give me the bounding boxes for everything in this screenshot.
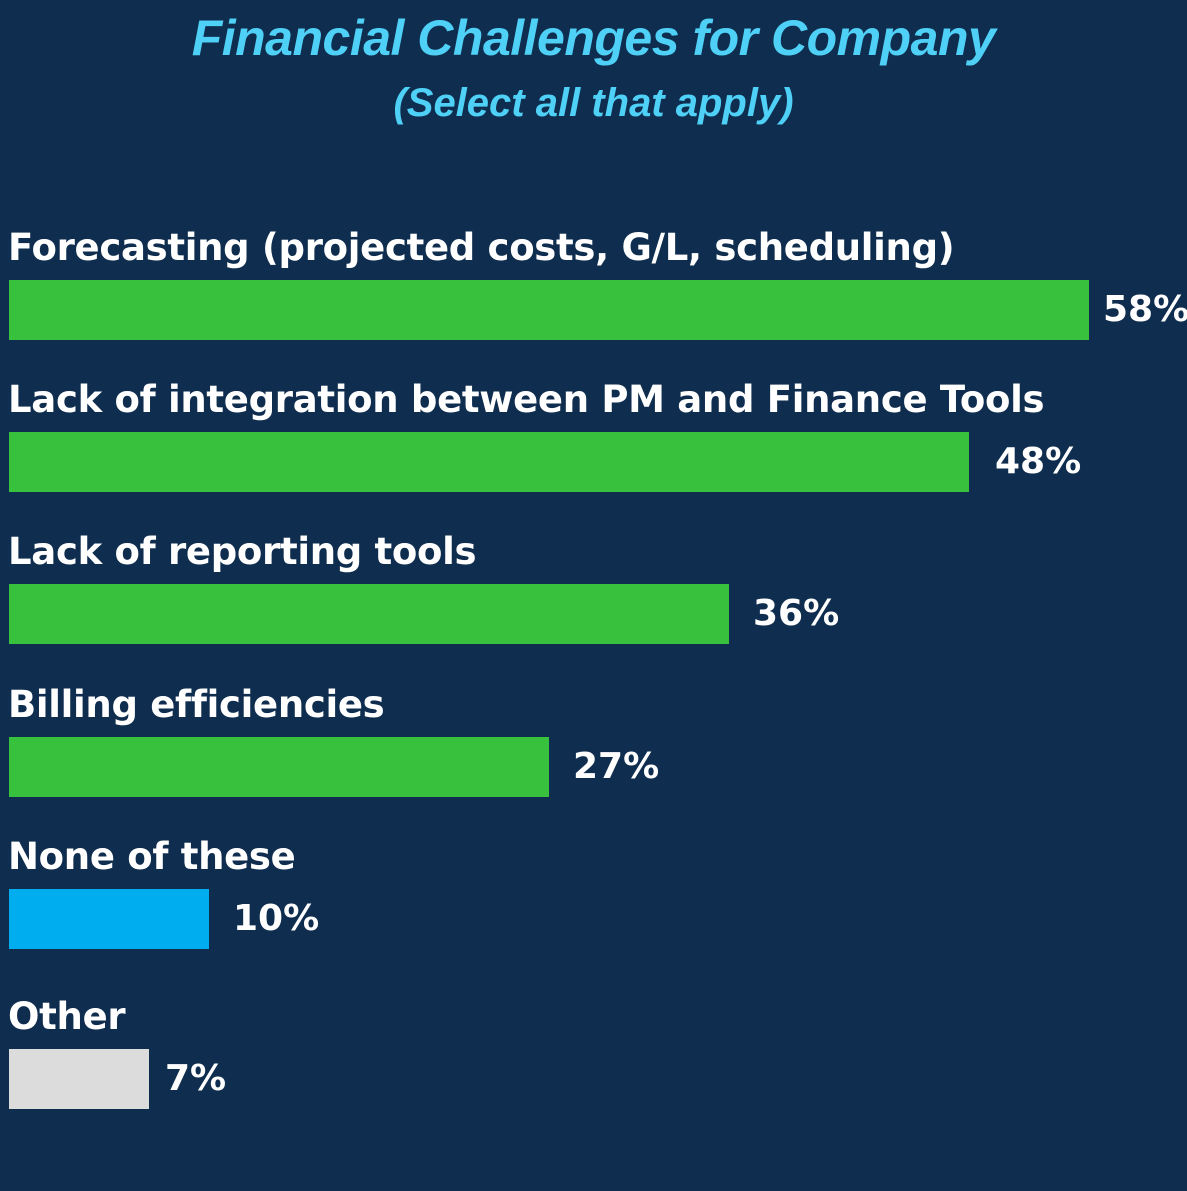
bar xyxy=(9,1049,149,1109)
bar xyxy=(9,737,549,797)
bar-row: None of these 10% xyxy=(0,835,1187,975)
category-label: Other xyxy=(8,995,126,1038)
category-label: Billing efficiencies xyxy=(8,683,385,726)
value-label: 27% xyxy=(573,746,660,787)
bar-row: Other 7% xyxy=(0,995,1187,1135)
value-label: 10% xyxy=(233,898,320,939)
bar-row: Lack of integration between PM and Finan… xyxy=(0,378,1187,518)
value-label: 36% xyxy=(753,593,840,634)
category-label: Forecasting (projected costs, G/L, sched… xyxy=(8,226,955,269)
value-label: 48% xyxy=(995,441,1082,482)
bar-row: Forecasting (projected costs, G/L, sched… xyxy=(0,226,1187,366)
category-label: Lack of reporting tools xyxy=(8,530,477,573)
category-label: Lack of integration between PM and Finan… xyxy=(8,378,1045,421)
bar xyxy=(9,584,729,644)
value-label: 58% xyxy=(1103,289,1187,330)
bar-row: Lack of reporting tools 36% xyxy=(0,530,1187,670)
bar-row: Billing efficiencies 27% xyxy=(0,683,1187,823)
chart-title: Financial Challenges for Company xyxy=(191,10,996,66)
bar xyxy=(9,889,209,949)
category-label: None of these xyxy=(8,835,296,878)
chart-subtitle: (Select all that apply) xyxy=(393,81,794,125)
value-label: 7% xyxy=(165,1058,227,1099)
bar xyxy=(9,280,1089,340)
bar xyxy=(9,432,969,492)
